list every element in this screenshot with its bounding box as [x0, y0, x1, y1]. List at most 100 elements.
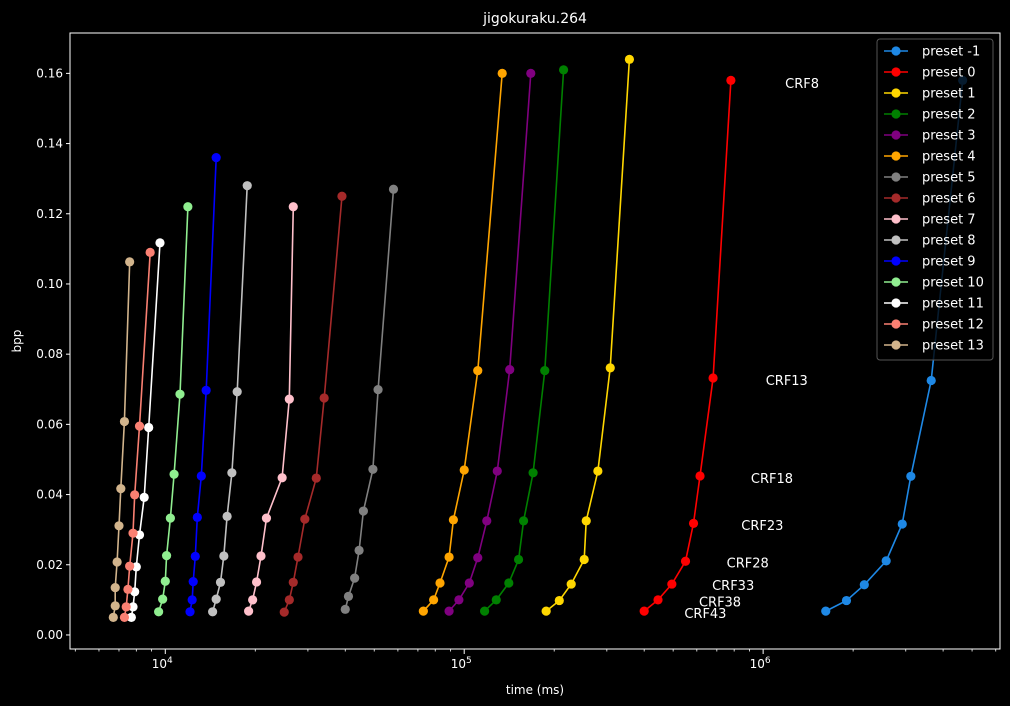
- data-point: [128, 602, 138, 612]
- data-point: [288, 577, 298, 587]
- data-point: [388, 184, 399, 194]
- legend-label: preset 11: [922, 297, 984, 312]
- legend-entry: preset 4: [884, 150, 976, 165]
- y-tick-label: 0.16: [36, 66, 63, 80]
- data-point: [558, 65, 569, 75]
- data-point: [454, 595, 464, 605]
- data-point: [277, 473, 287, 483]
- data-point: [491, 595, 501, 605]
- data-point: [110, 582, 120, 593]
- data-point: [201, 385, 211, 395]
- y-tick-label: 0.04: [36, 488, 63, 502]
- data-point: [211, 594, 221, 604]
- data-point: [337, 191, 347, 201]
- data-point: [215, 577, 226, 587]
- data-point: [208, 607, 218, 617]
- legend-label: preset 10: [922, 276, 984, 291]
- series-preset-11: [126, 238, 165, 623]
- data-point: [188, 577, 198, 587]
- legend: preset -1 preset 0 preset 1 preset 2 preset …: [876, 38, 994, 361]
- data-point: [497, 68, 507, 78]
- series-preset-13: [108, 257, 135, 623]
- data-point: [373, 385, 383, 395]
- data-point: [593, 466, 603, 476]
- data-point: [160, 576, 170, 586]
- series-preset-12: [119, 247, 155, 623]
- data-point: [110, 601, 120, 611]
- data-point: [418, 606, 428, 616]
- data-point: [695, 471, 705, 481]
- data-point: [284, 595, 294, 605]
- data-point: [368, 464, 378, 474]
- data-point: [121, 602, 131, 612]
- crf-annotation: CRF28: [727, 557, 769, 572]
- y-tick-label: 0.08: [36, 347, 63, 361]
- data-point: [261, 513, 272, 523]
- legend-entry: preset 9: [884, 255, 976, 270]
- data-point: [232, 387, 242, 397]
- data-point: [479, 606, 490, 616]
- data-point: [155, 238, 165, 248]
- data-point: [429, 595, 439, 605]
- legend-label: preset 2: [922, 108, 976, 123]
- data-point: [125, 257, 135, 267]
- legend-swatch-marker: [891, 172, 901, 182]
- data-point: [504, 578, 514, 588]
- data-point: [464, 578, 474, 588]
- legend-label: preset 7: [922, 213, 976, 228]
- legend-entry: preset 7: [884, 213, 976, 228]
- legend-entry: preset 8: [884, 234, 976, 249]
- data-point: [158, 594, 168, 604]
- data-point: [708, 373, 718, 383]
- series-preset-6: [279, 191, 347, 617]
- data-point: [444, 606, 454, 616]
- series-preset-1: [541, 54, 635, 616]
- series-preset-0: [639, 75, 736, 616]
- data-point: [566, 579, 576, 589]
- data-point: [126, 612, 136, 623]
- data-point: [108, 612, 118, 623]
- crf-annotation: CRF38: [699, 595, 741, 610]
- legend-swatch-marker: [891, 151, 901, 161]
- data-point: [131, 562, 141, 572]
- legend-entry: preset 1: [884, 87, 976, 102]
- data-point: [161, 551, 172, 561]
- data-point: [859, 580, 869, 590]
- x-tick-exponent: 4: [167, 656, 173, 666]
- data-point: [125, 561, 135, 571]
- legend-entry: preset -1: [884, 45, 980, 60]
- legend-swatch-marker: [891, 319, 901, 329]
- x-axis-title: time (ms): [506, 683, 564, 697]
- y-tick-label: 0.00: [36, 628, 63, 642]
- crf-annotation: CRF43: [684, 607, 726, 622]
- legend-swatch-marker: [891, 214, 901, 224]
- data-point: [492, 466, 502, 476]
- data-point: [192, 512, 202, 522]
- data-point: [242, 181, 252, 191]
- legend-label: preset 9: [922, 255, 976, 270]
- crf-annotation: CRF23: [741, 519, 783, 534]
- data-point: [154, 607, 164, 617]
- crf-annotation: CRF8: [785, 77, 819, 92]
- data-point: [482, 516, 492, 526]
- data-point: [222, 511, 232, 521]
- data-point: [219, 551, 229, 561]
- data-point: [473, 553, 483, 563]
- data-point: [841, 595, 852, 606]
- data-point: [190, 551, 200, 561]
- legend-swatch-marker: [891, 340, 901, 350]
- data-point: [288, 202, 298, 212]
- data-point: [639, 606, 649, 616]
- crf-annotation: CRF33: [712, 579, 754, 594]
- legend-entry: preset 5: [884, 171, 976, 186]
- data-point: [528, 468, 538, 478]
- legend-label: preset 13: [922, 339, 984, 354]
- legend-label: preset 0: [922, 66, 976, 81]
- legend-entry: preset 2: [884, 108, 976, 123]
- data-point: [513, 554, 524, 565]
- data-point: [581, 516, 591, 526]
- data-point: [211, 153, 221, 163]
